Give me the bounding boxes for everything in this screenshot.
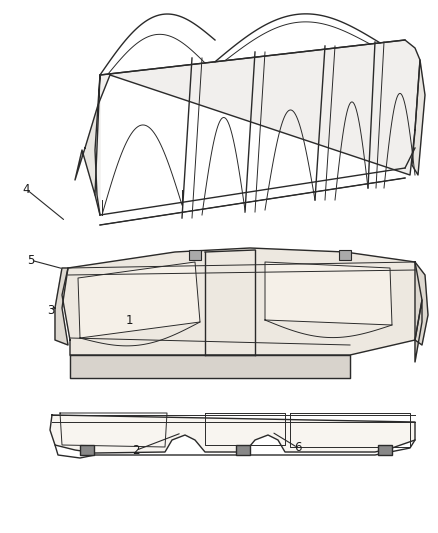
- Polygon shape: [415, 300, 422, 362]
- Text: 1: 1: [125, 314, 133, 327]
- Bar: [80, 445, 94, 455]
- Polygon shape: [78, 262, 200, 338]
- Polygon shape: [412, 60, 425, 175]
- Bar: [339, 250, 351, 260]
- Polygon shape: [62, 248, 422, 355]
- Bar: [236, 445, 250, 455]
- Text: 2: 2: [132, 444, 140, 457]
- Text: 6: 6: [294, 441, 302, 454]
- Text: 3: 3: [47, 304, 54, 317]
- Polygon shape: [265, 262, 392, 325]
- Text: 4: 4: [22, 183, 30, 196]
- Polygon shape: [70, 355, 350, 378]
- Polygon shape: [50, 415, 415, 453]
- Bar: [378, 445, 392, 455]
- Polygon shape: [415, 262, 428, 345]
- Polygon shape: [95, 40, 420, 215]
- Polygon shape: [75, 75, 100, 195]
- Text: 5: 5: [27, 254, 34, 266]
- Bar: [189, 250, 201, 260]
- Polygon shape: [55, 268, 68, 345]
